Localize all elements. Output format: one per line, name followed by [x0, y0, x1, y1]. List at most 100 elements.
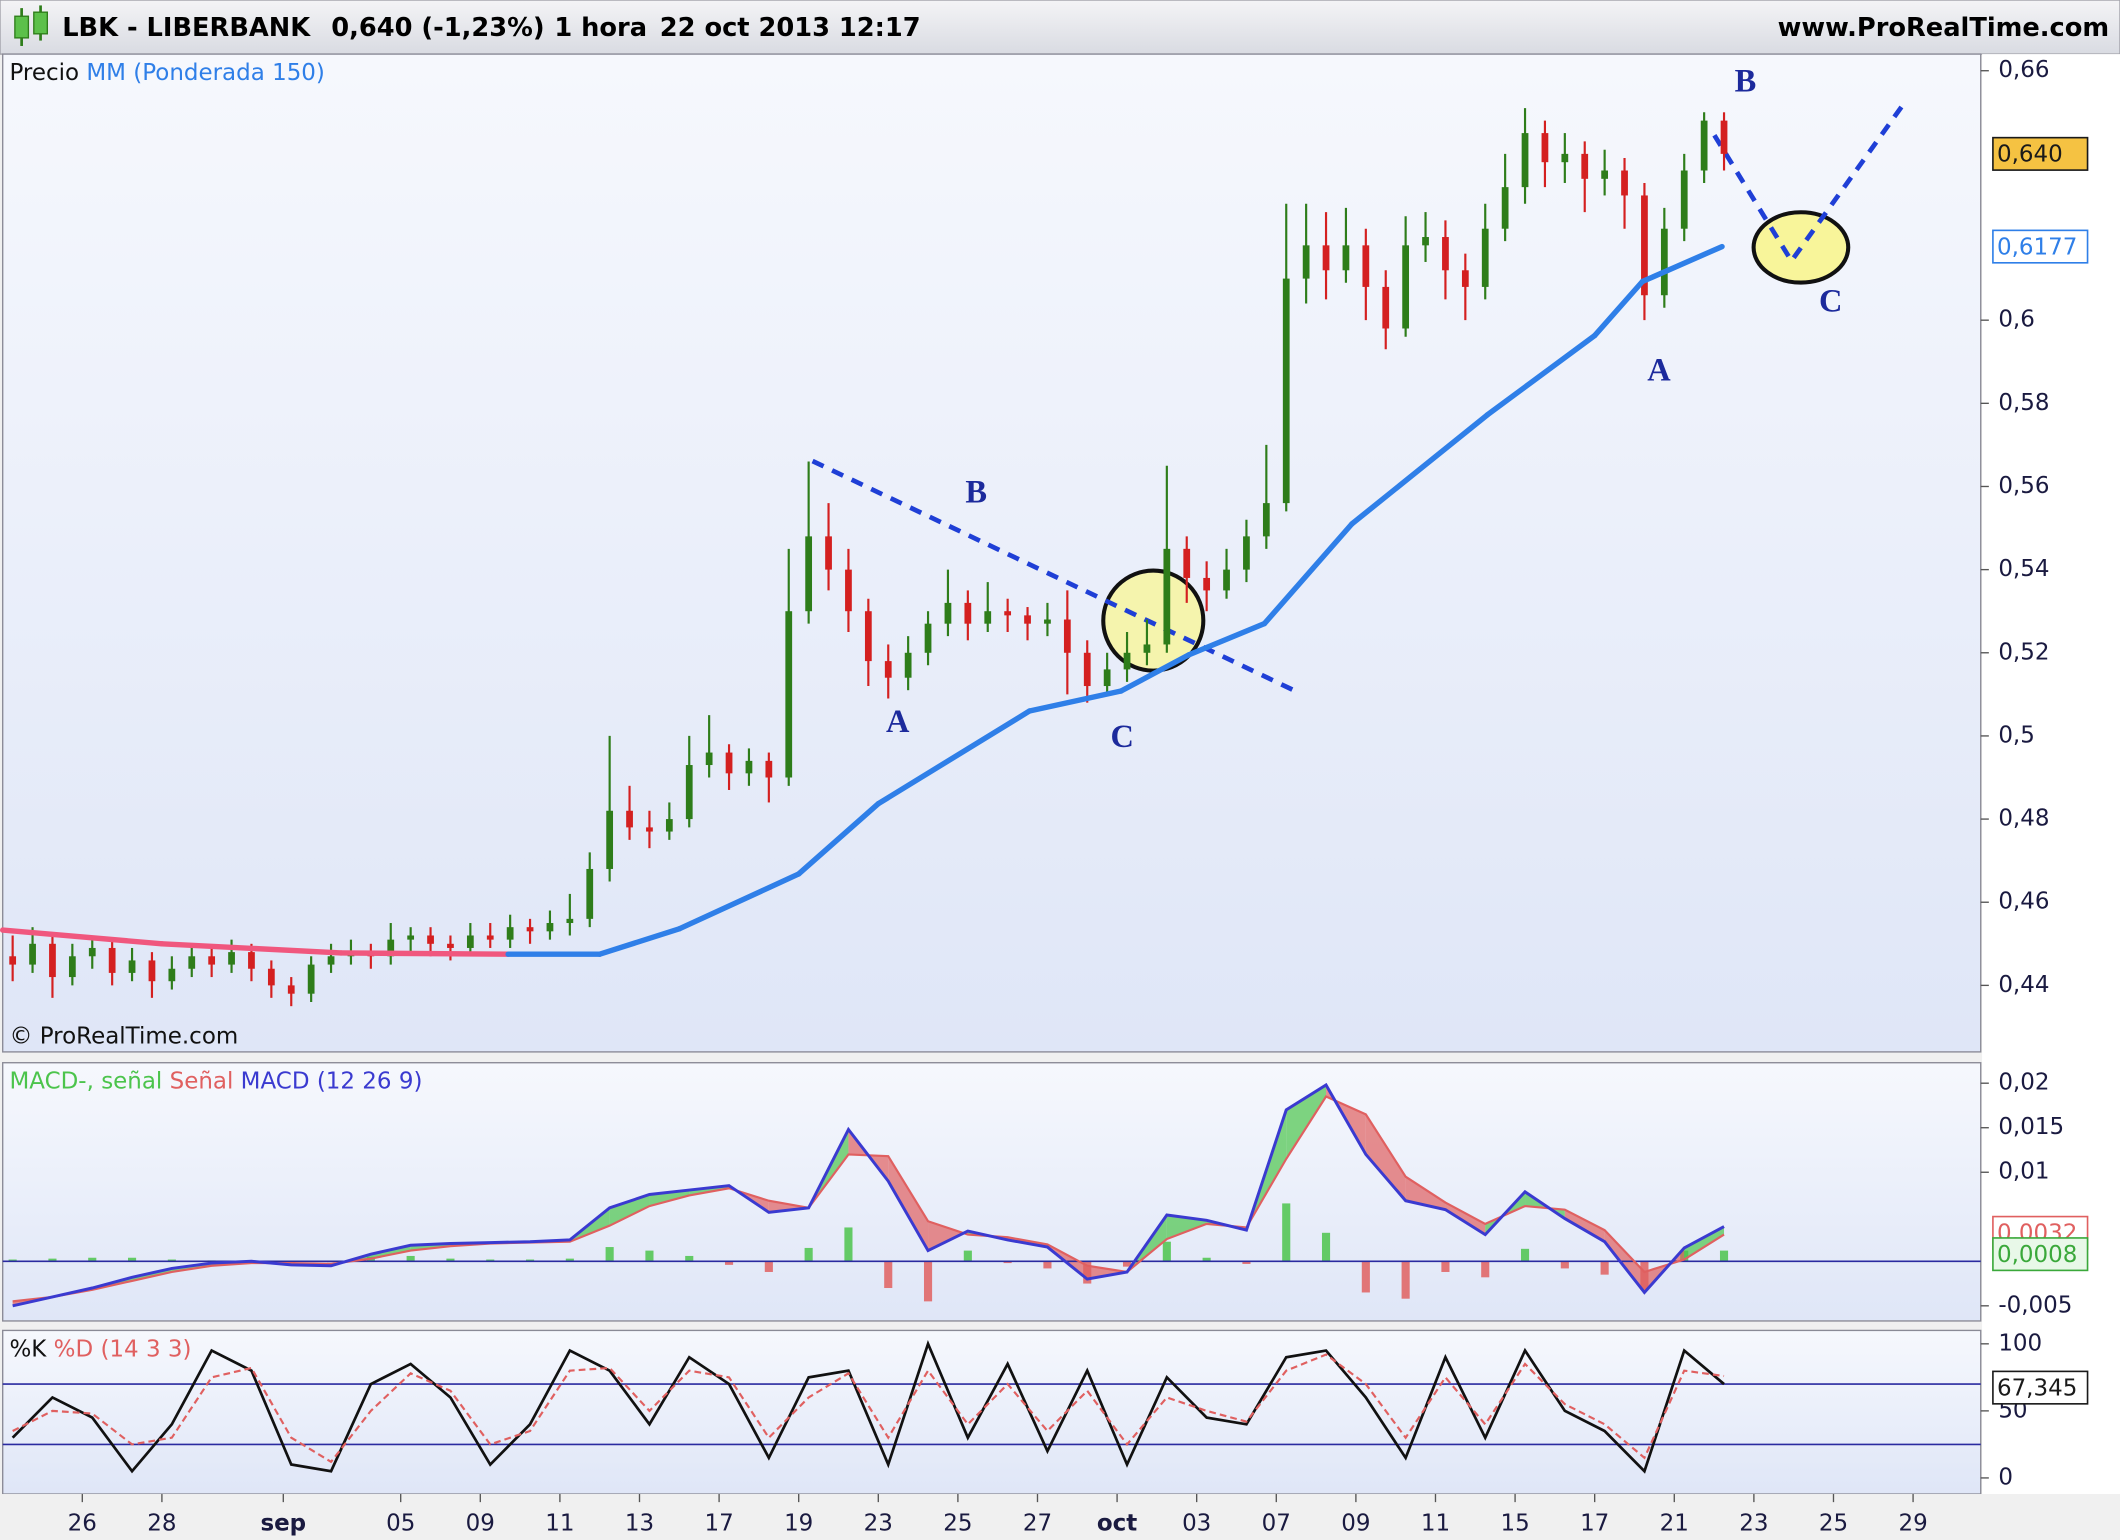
- legend-entry: MM (Ponderada 150): [86, 60, 325, 86]
- candle-body: [864, 611, 872, 662]
- histogram-bar: [525, 1259, 535, 1262]
- candle-body: [745, 760, 753, 774]
- value-tag-label: 0,6177: [1997, 234, 2077, 260]
- histogram-bar: [1600, 1261, 1609, 1275]
- moving-average: [1591, 278, 1646, 339]
- x-tick-label: 07: [1262, 1510, 1291, 1536]
- candle-body: [267, 968, 275, 986]
- legend-entry: %D (14 3 3): [54, 1336, 192, 1362]
- stochastic-line: [11, 1339, 1725, 1474]
- candle-body: [466, 935, 474, 948]
- x-tick-label: 27: [1023, 1510, 1052, 1536]
- y-tick-label: 0,66: [1998, 57, 2049, 83]
- y-tick-label: 0,01: [1998, 1159, 2049, 1185]
- wave-label: A: [886, 704, 910, 740]
- candle-body: [1063, 619, 1071, 653]
- candle-body: [1680, 170, 1688, 229]
- candle-body: [964, 602, 972, 624]
- macd-fill: [928, 1221, 968, 1251]
- candle-body: [447, 943, 454, 948]
- histogram-bar: [645, 1250, 654, 1262]
- y-tick-label: 0,02: [1998, 1070, 2049, 1096]
- legend: %K %D (14 3 3): [9, 1336, 191, 1362]
- source-label: © ProRealTime.com: [9, 1024, 238, 1050]
- candle-body: [924, 623, 932, 653]
- candle-body: [1183, 548, 1191, 578]
- candle-body: [1362, 245, 1370, 287]
- macd-fill: [1166, 1214, 1207, 1240]
- moving-average: [0, 927, 165, 947]
- histogram-bar: [127, 1257, 137, 1262]
- candle-body: [1004, 611, 1012, 616]
- y-tick-label: 0,46: [1998, 889, 2049, 915]
- candle-body: [1720, 120, 1728, 154]
- candle-body: [287, 985, 295, 994]
- y-tick-label: 0,44: [1998, 972, 2049, 998]
- histogram-bar: [724, 1261, 734, 1265]
- x-tick-label: 13: [625, 1510, 654, 1536]
- candle-body: [148, 960, 156, 982]
- moving-average: [676, 871, 802, 932]
- macd-fill: [1365, 1114, 1406, 1201]
- histogram-bar: [565, 1258, 574, 1262]
- macd-fill: [768, 1200, 809, 1213]
- histogram-bar: [764, 1261, 773, 1272]
- candle-body: [407, 935, 415, 940]
- histogram-bar: [48, 1258, 57, 1262]
- moving-average: [875, 708, 1033, 807]
- candle-body: [1322, 245, 1330, 271]
- x-tick-label: 11: [545, 1510, 574, 1536]
- histogram-bar: [1481, 1261, 1490, 1278]
- x-tick-label: 17: [1580, 1510, 1609, 1536]
- y-tick-label: 0,6: [1998, 307, 2035, 333]
- candle-body: [1203, 577, 1211, 591]
- histogram-bar: [1242, 1261, 1251, 1264]
- value-tag: [1992, 136, 2089, 171]
- candle-body: [1223, 569, 1230, 591]
- histogram-bar: [1202, 1257, 1211, 1262]
- moving-average: [596, 926, 682, 957]
- histogram-bar: [88, 1257, 97, 1262]
- macd-fill: [1405, 1176, 1446, 1210]
- candle-body: [1044, 619, 1051, 624]
- candle-body: [327, 956, 335, 965]
- histogram-bar: [486, 1259, 495, 1262]
- candle-body: [646, 827, 653, 832]
- candle-body: [805, 536, 813, 612]
- header-site[interactable]: www.ProRealTime.com: [1778, 13, 2110, 43]
- histogram-bar: [804, 1247, 813, 1262]
- candle-body: [1422, 237, 1429, 246]
- value-tag: [1992, 1370, 2089, 1405]
- candle-body: [1601, 170, 1609, 179]
- x-tick-label: 03: [1182, 1510, 1211, 1536]
- candle-body: [486, 935, 494, 940]
- candle-body: [1621, 170, 1628, 196]
- value-tag-label: 67,345: [1997, 1375, 2077, 1401]
- candle-body: [884, 661, 892, 678]
- candle-body: [825, 536, 832, 570]
- histogram-bar: [1441, 1261, 1450, 1272]
- header-interval: 1 hora: [554, 13, 647, 43]
- wave-label: B: [965, 474, 987, 510]
- x-tick-label: 28: [147, 1510, 176, 1536]
- histogram-bar: [884, 1261, 893, 1289]
- candle-body: [1481, 228, 1489, 287]
- legend-entry: Precio: [9, 60, 79, 86]
- moving-average: [1349, 412, 1490, 527]
- moving-average: [1186, 620, 1268, 658]
- x-tick-label: 19: [784, 1510, 813, 1536]
- macd-fill: [609, 1194, 650, 1226]
- candle-body: [1342, 245, 1350, 271]
- histogram-bar: [1003, 1261, 1012, 1264]
- macd-line: [12, 1082, 1725, 1308]
- histogram-bar: [1282, 1203, 1291, 1262]
- candle-body: [228, 952, 235, 965]
- header-datetime: 22 oct 2013 12:17: [660, 13, 921, 43]
- candle-body: [1024, 615, 1031, 624]
- candle-body: [1581, 153, 1589, 179]
- candle-body: [1402, 245, 1410, 329]
- candle-body: [1541, 133, 1549, 163]
- x-tick-label: 09: [1341, 1510, 1370, 1536]
- x-tick-label: oct: [1097, 1510, 1137, 1536]
